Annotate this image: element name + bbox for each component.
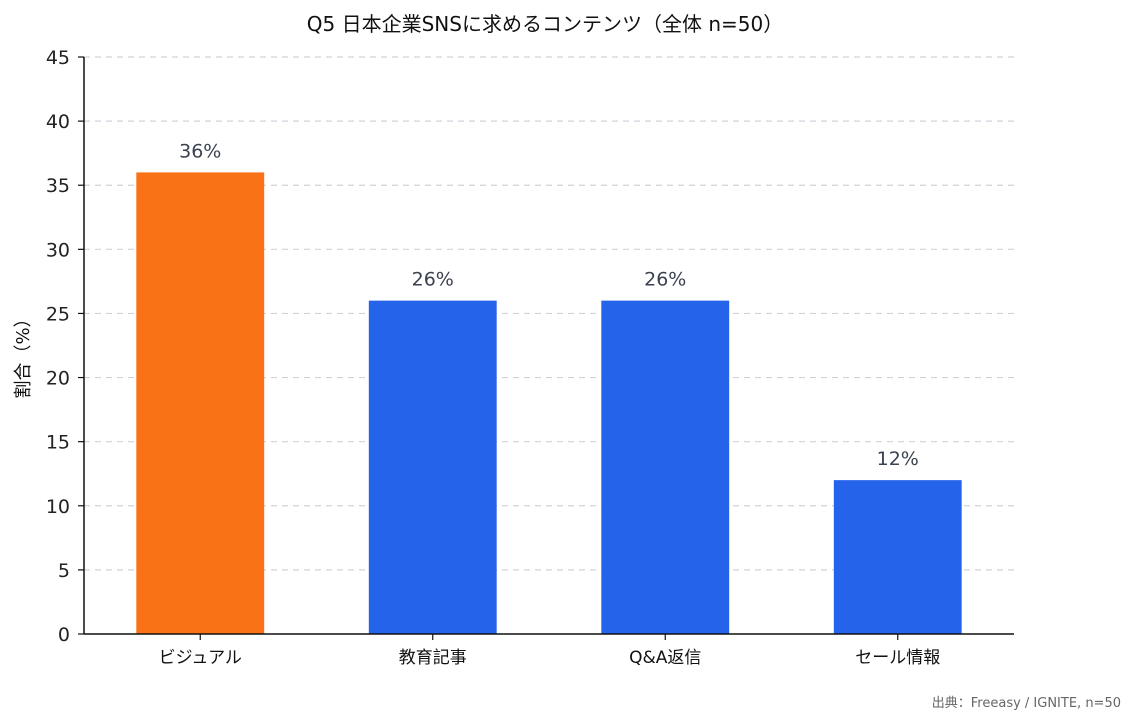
bar-2 (601, 300, 730, 634)
y-tick-label: 10 (46, 496, 70, 518)
bar-3 (833, 480, 962, 634)
chart-title: Q5 日本企業SNSに求めるコンテンツ（全体 n=50） (307, 12, 783, 36)
y-tick-label: 15 (46, 432, 70, 454)
source-note: 出典：Freeasy / IGNITE, n=50 (932, 696, 1121, 711)
bars (136, 172, 962, 634)
bar-0 (136, 172, 265, 634)
y-ticks: 0 5 10 15 20 25 30 35 40 45 (46, 47, 84, 646)
y-tick-label: 30 (46, 239, 70, 261)
data-labels: 36% 26% 26% 12% (179, 140, 919, 470)
y-tick-label: 45 (46, 47, 70, 69)
y-tick-label: 25 (46, 303, 70, 325)
x-tick-label-1: 教育記事 (399, 648, 467, 668)
y-tick-label: 20 (46, 368, 70, 390)
x-tick-label-3: セール情報 (855, 648, 940, 668)
bar-1 (368, 300, 497, 634)
y-tick-label: 5 (58, 560, 70, 582)
y-tick-label: 35 (46, 175, 70, 197)
x-ticks: ビジュアル 教育記事 Q&A返信 セール情報 (159, 634, 940, 668)
data-label-1: 26% (412, 269, 454, 291)
y-tick-label: 0 (58, 624, 70, 646)
data-label-3: 12% (877, 448, 919, 470)
data-label-0: 36% (179, 140, 221, 162)
data-label-2: 26% (644, 269, 686, 291)
y-tick-label: 40 (46, 111, 70, 133)
axes (83, 57, 1014, 635)
x-tick-label-2: Q&A返信 (629, 648, 701, 668)
y-axis-label: 割合（%） (13, 309, 34, 398)
x-tick-label-0: ビジュアル (159, 648, 242, 668)
